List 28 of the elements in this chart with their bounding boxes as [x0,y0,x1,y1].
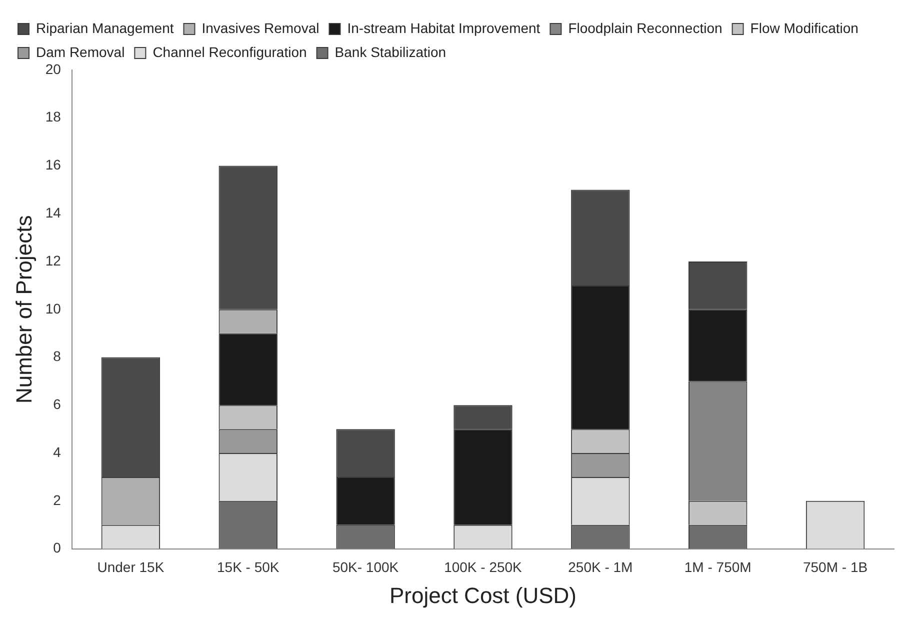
x-tick-label: 1M - 750M [684,559,752,576]
legend-label: Invasives Removal [202,20,320,36]
y-tick-label: 8 [53,348,62,364]
legend-label: In-stream Habitat Improvement [347,20,540,36]
x-axis-title: Project Cost (USD) [389,582,577,608]
y-tick-label: 2 [53,492,62,508]
legend-label: Riparian Management [36,20,174,36]
x-tick-label: 100K - 250K [444,559,523,576]
x-tick-label: 50K- 100K [332,559,400,576]
legend-label: Flow Modification [750,20,858,36]
y-tick-label: 12 [45,252,62,268]
x-tick-label: 15K - 50K [216,559,280,576]
y-tick-label: 14 [45,204,62,220]
legend-label: Bank Stabilization [334,44,446,60]
y-axis-title: Number of Projects [11,215,36,404]
y-tick-label: 20 [45,60,62,77]
x-tick-label: Under 15K [97,559,165,576]
y-tick-label: 16 [45,156,62,173]
y-tick-label: 10 [45,300,62,316]
x-tick-label: 750M - 1B [802,559,868,576]
legend-label: Channel Reconfiguration [152,44,307,60]
y-tick-label: 18 [45,108,62,125]
y-tick-label: 4 [53,444,62,460]
legend-label: Floodplain Reconnection [568,20,722,36]
y-tick-label: 0 [53,540,62,556]
y-tick-label: 6 [53,396,62,412]
legend-label: Dam Removal [36,44,125,60]
x-tick-label: 250K - 1M [568,559,633,576]
